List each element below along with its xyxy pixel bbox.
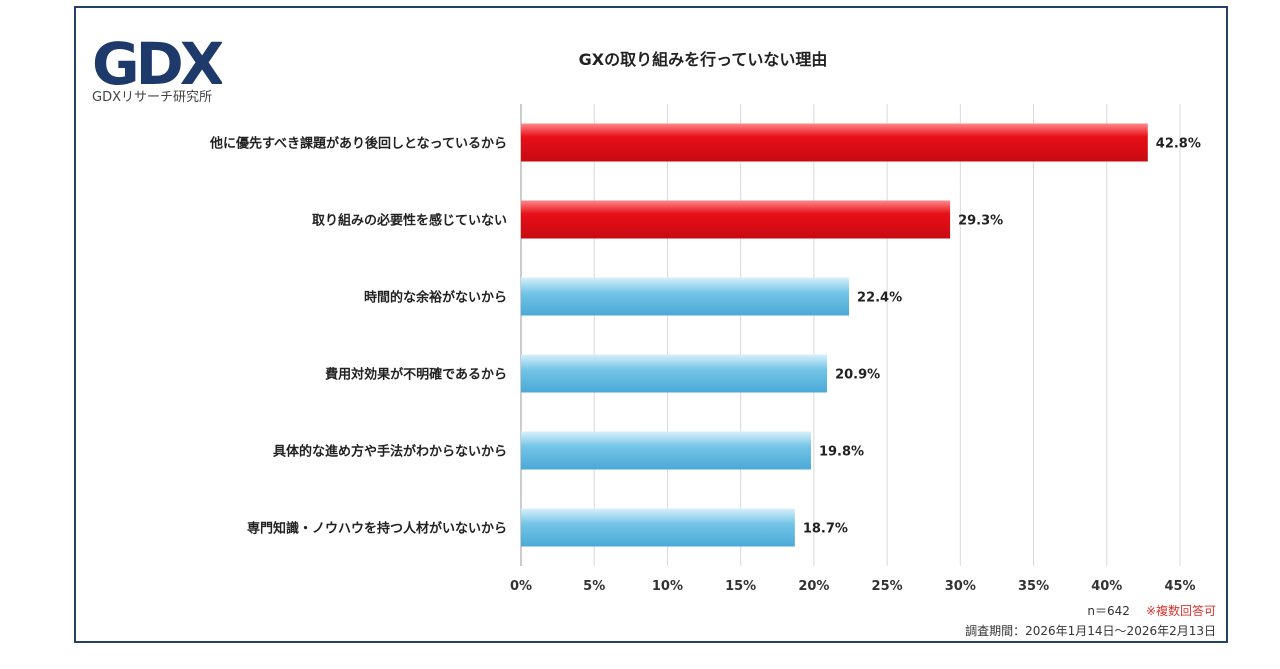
multi-answer-note: ※複数回答可 <box>1145 604 1216 618</box>
chart-title: GXの取り組みを行っていない理由 <box>578 50 828 69</box>
category-label: 専門知識・ノウハウを持つ人材がいないから <box>247 521 507 537</box>
x-tick-label: 30% <box>945 579 976 594</box>
grid-lines <box>520 104 1181 566</box>
x-tick-labels: 0% 5% 10% 15% 20% 25% 30% 35% 40% 45% <box>510 579 1196 594</box>
category-label: 取り組みの必要性を感じていない <box>312 213 507 229</box>
x-tick-label: 25% <box>872 579 903 594</box>
value-label: 29.3% <box>958 214 1003 229</box>
bar <box>521 431 811 470</box>
x-tick-label: 35% <box>1018 579 1049 594</box>
value-label: 18.7% <box>803 522 848 537</box>
bar <box>521 277 850 316</box>
x-tick-label: 5% <box>583 579 605 594</box>
x-tick-label: 45% <box>1164 579 1195 594</box>
category-label: 時間的な余裕がないから <box>364 290 507 306</box>
category-label: 費用対効果が不明確であるから <box>325 367 507 383</box>
x-tick-label: 0% <box>510 579 532 594</box>
value-labels: 42.8% 29.3% 22.4% 20.9% 19.8% 18.7% <box>803 137 1201 537</box>
gdx-logo: GDX <box>92 30 222 98</box>
footer-sample-line: n＝642 ※複数回答可 <box>1087 602 1216 619</box>
x-tick-label: 20% <box>798 579 829 594</box>
category-labels: 他に優先すべき課題があり後回しとなっているから取り組みの必要性を感じていない時間… <box>209 136 507 537</box>
category-label: 他に優先すべき課題があり後回しとなっているから <box>209 136 507 152</box>
bar <box>521 200 951 239</box>
x-tick-label: 10% <box>652 579 683 594</box>
bars <box>521 123 1148 547</box>
survey-period: 調査期間：2026年1月14日～2026年2月13日 <box>965 624 1216 638</box>
sample-size: n＝642 <box>1087 604 1130 618</box>
x-tick-label: 15% <box>725 579 756 594</box>
value-label: 20.9% <box>835 368 880 383</box>
bar <box>521 354 828 393</box>
value-label: 22.4% <box>857 291 902 306</box>
value-label: 19.8% <box>819 445 864 460</box>
bar <box>521 123 1148 162</box>
logo-subtitle: GDXリサーチ研究所 <box>92 90 212 105</box>
bar <box>521 508 795 547</box>
logo-text: GDX <box>92 30 222 98</box>
category-label: 具体的な進め方や手法がわからないから <box>273 444 507 460</box>
value-label: 42.8% <box>1156 137 1201 152</box>
x-tick-label: 40% <box>1091 579 1122 594</box>
